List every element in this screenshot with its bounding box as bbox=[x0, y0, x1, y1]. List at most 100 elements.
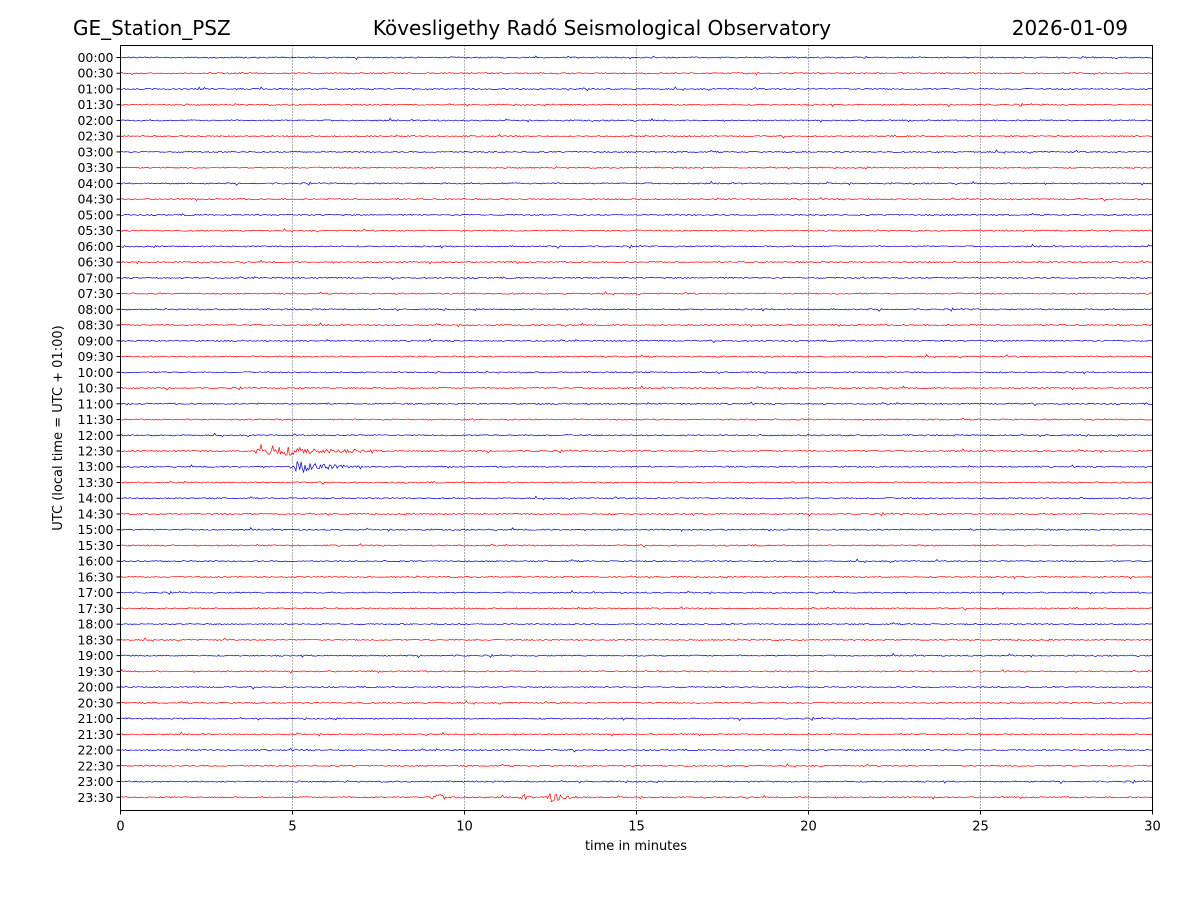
y-tick-label-17:00: 17:00 bbox=[77, 585, 113, 600]
trace-12:30 bbox=[120, 444, 1153, 456]
trace-10:00 bbox=[120, 370, 1153, 375]
x-tick-label-25: 25 bbox=[972, 820, 989, 835]
trace-12:00 bbox=[120, 432, 1153, 438]
trace-05:00 bbox=[120, 212, 1153, 217]
y-tick-label-07:00: 07:00 bbox=[77, 270, 113, 285]
y-tick-label-11:30: 11:30 bbox=[77, 412, 113, 427]
trace-03:30 bbox=[120, 166, 1153, 170]
y-tick-label-05:00: 05:00 bbox=[77, 207, 113, 222]
trace-09:30 bbox=[120, 353, 1153, 359]
y-tick-label-10:00: 10:00 bbox=[77, 365, 113, 380]
trace-20:30 bbox=[120, 700, 1153, 705]
trace-01:30 bbox=[120, 102, 1153, 108]
y-tick-label-00:30: 00:30 bbox=[77, 66, 113, 81]
y-tick-label-08:00: 08:00 bbox=[77, 302, 113, 317]
y-tick-label-21:00: 21:00 bbox=[77, 711, 113, 726]
trace-19:30 bbox=[120, 668, 1153, 674]
y-tick-label-01:00: 01:00 bbox=[77, 81, 113, 96]
y-tick-label-05:30: 05:30 bbox=[77, 223, 113, 238]
y-tick-label-02:30: 02:30 bbox=[77, 129, 113, 144]
y-tick-label-11:00: 11:00 bbox=[77, 396, 113, 411]
chart-title-station: GE_Station_PSZ bbox=[73, 16, 231, 40]
x-tick-labels: 0 5 10 15 20 25 30 bbox=[116, 810, 1161, 835]
trace-18:00 bbox=[120, 622, 1153, 626]
y-tick-label-23:30: 23:30 bbox=[77, 790, 113, 805]
trace-17:30 bbox=[120, 606, 1153, 611]
trace-01:00 bbox=[120, 86, 1153, 92]
trace-23:30 bbox=[120, 792, 1153, 803]
trace-16:30 bbox=[120, 575, 1153, 580]
trace-20:00 bbox=[120, 685, 1153, 690]
y-tick-label-01:30: 01:30 bbox=[77, 97, 113, 112]
y-tick-label-19:00: 19:00 bbox=[77, 648, 113, 663]
trace-14:30 bbox=[120, 512, 1153, 517]
y-tick-label-10:30: 10:30 bbox=[77, 381, 113, 396]
y-tick-label-17:30: 17:30 bbox=[77, 601, 113, 616]
trace-15:00 bbox=[120, 526, 1153, 533]
y-tick-label-12:00: 12:00 bbox=[77, 428, 113, 443]
x-tick-label-0: 0 bbox=[116, 820, 124, 835]
y-tick-label-21:30: 21:30 bbox=[77, 727, 113, 742]
trace-16:00 bbox=[120, 558, 1153, 564]
trace-19:00 bbox=[120, 652, 1153, 659]
y-tick-label-14:00: 14:00 bbox=[77, 491, 113, 506]
x-tick-label-20: 20 bbox=[800, 820, 817, 835]
trace-04:30 bbox=[120, 196, 1153, 202]
y-tick-label-07:30: 07:30 bbox=[77, 286, 113, 301]
chart-title-date: 2026-01-09 bbox=[1012, 16, 1128, 40]
trace-07:00 bbox=[120, 276, 1153, 281]
x-tick-label-5: 5 bbox=[288, 820, 296, 835]
y-tick-label-08:30: 08:30 bbox=[77, 318, 113, 333]
y-tick-label-18:00: 18:00 bbox=[77, 617, 113, 632]
x-tick-label-15: 15 bbox=[628, 820, 645, 835]
y-tick-label-19:30: 19:30 bbox=[77, 664, 113, 679]
trace-05:30 bbox=[120, 228, 1153, 233]
y-tick-label-03:00: 03:00 bbox=[77, 144, 113, 159]
trace-08:30 bbox=[120, 322, 1153, 328]
trace-17:00 bbox=[120, 589, 1153, 596]
trace-10:30 bbox=[120, 385, 1153, 391]
x-axis-label: time in minutes bbox=[585, 839, 687, 854]
trace-04:00 bbox=[120, 180, 1153, 186]
y-tick-label-06:00: 06:00 bbox=[77, 239, 113, 254]
trace-13:30 bbox=[120, 480, 1153, 485]
chart-title-observatory: Kövesligethy Radó Seismological Observat… bbox=[373, 16, 831, 40]
y-tick-label-12:30: 12:30 bbox=[77, 444, 113, 459]
y-tick-label-02:00: 02:00 bbox=[77, 113, 113, 128]
x-tick-label-10: 10 bbox=[456, 820, 473, 835]
trace-06:30 bbox=[120, 259, 1153, 265]
trace-02:30 bbox=[120, 133, 1153, 139]
y-tick-label-13:00: 13:00 bbox=[77, 459, 113, 474]
y-tick-label-16:00: 16:00 bbox=[77, 554, 113, 569]
y-tick-label-00:00: 00:00 bbox=[77, 50, 113, 65]
y-tick-labels: 00:0000:3001:0001:3002:0002:3003:0003:30… bbox=[77, 50, 121, 805]
y-tick-label-22:30: 22:30 bbox=[77, 758, 113, 773]
trace-03:00 bbox=[120, 149, 1153, 154]
trace-group bbox=[120, 55, 1153, 803]
y-tick-label-04:00: 04:00 bbox=[77, 176, 113, 191]
trace-22:30 bbox=[120, 763, 1153, 768]
trace-23:00 bbox=[120, 779, 1153, 785]
y-tick-label-13:30: 13:30 bbox=[77, 475, 113, 490]
trace-13:00 bbox=[120, 461, 1153, 474]
y-tick-label-04:30: 04:30 bbox=[77, 192, 113, 207]
trace-11:30 bbox=[120, 417, 1153, 421]
trace-08:00 bbox=[120, 307, 1153, 312]
trace-07:30 bbox=[120, 290, 1153, 296]
trace-15:30 bbox=[120, 543, 1153, 548]
trace-22:00 bbox=[120, 747, 1153, 753]
y-tick-label-03:30: 03:30 bbox=[77, 160, 113, 175]
trace-11:00 bbox=[120, 401, 1153, 407]
trace-02:00 bbox=[120, 117, 1153, 123]
y-tick-label-09:00: 09:00 bbox=[77, 333, 113, 348]
trace-00:00 bbox=[120, 55, 1153, 61]
y-tick-label-14:30: 14:30 bbox=[77, 506, 113, 521]
y-tick-label-15:00: 15:00 bbox=[77, 522, 113, 537]
trace-21:30 bbox=[120, 731, 1153, 737]
y-tick-label-16:30: 16:30 bbox=[77, 569, 113, 584]
trace-00:30 bbox=[120, 71, 1153, 76]
trace-18:30 bbox=[120, 637, 1153, 642]
y-tick-label-09:30: 09:30 bbox=[77, 349, 113, 364]
trace-21:00 bbox=[120, 716, 1153, 722]
